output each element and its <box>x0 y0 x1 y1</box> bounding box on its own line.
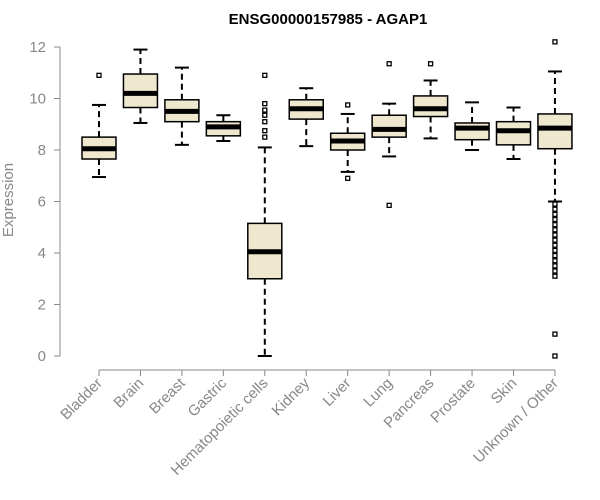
x-tick-label: Prostate <box>427 375 479 427</box>
y-tick-label: 8 <box>38 142 46 159</box>
x-tick-label: Brain <box>110 375 147 412</box>
box-group <box>329 102 366 181</box>
y-tick-label: 10 <box>29 91 46 108</box>
y-tick-label: 2 <box>38 297 46 314</box>
box-group <box>122 48 159 124</box>
box-group <box>164 66 200 146</box>
outlier-point <box>262 134 268 140</box>
outlier-point <box>552 216 558 223</box>
outlier-point <box>552 201 558 207</box>
outlier-point <box>552 39 558 45</box>
box-group <box>247 72 283 357</box>
box <box>122 73 159 109</box>
outlier-point <box>552 331 558 337</box>
outlier-point <box>552 268 558 274</box>
outlier-point <box>552 263 558 269</box>
box-group <box>412 61 449 140</box>
outlier-point <box>345 102 351 108</box>
outlier-point <box>552 258 558 264</box>
chart-title: ENSG00000157985 - AGAP1 <box>229 11 428 28</box>
outlier-point <box>552 353 558 359</box>
outlier-point <box>386 61 392 67</box>
x-tick-label: Lung <box>360 375 396 411</box>
outlier-point <box>552 211 558 218</box>
x-tick-label: Bladder <box>57 375 106 424</box>
y-axis: 0 2 4 6 8 10 12 <box>29 39 61 365</box>
outlier-point <box>262 72 268 78</box>
box <box>371 114 407 138</box>
x-tick-label: Liver <box>320 375 355 410</box>
y-tick-label: 12 <box>29 39 46 56</box>
y-tick-label: 6 <box>38 194 46 211</box>
box-group <box>288 87 324 148</box>
box-group <box>537 39 573 359</box>
x-tick-label: Breast <box>146 374 189 417</box>
outlier-point <box>262 128 268 134</box>
boxes-group <box>81 39 573 359</box>
y-tick-label: 4 <box>38 245 46 262</box>
box <box>537 113 573 150</box>
outlier-point <box>552 273 558 279</box>
outlier-point <box>262 101 268 107</box>
outlier-point <box>552 237 558 243</box>
box <box>495 120 532 146</box>
outlier-point <box>552 206 558 212</box>
outlier-point <box>552 252 558 259</box>
x-tick-label: Kidney <box>269 374 314 419</box>
box <box>412 95 449 118</box>
outlier-point <box>262 119 268 125</box>
box-group <box>495 106 532 161</box>
outlier-point <box>262 107 268 113</box>
outlier-point <box>345 175 351 181</box>
y-tick-label: 0 <box>38 348 46 365</box>
outlier-point <box>386 202 392 209</box>
box-group <box>81 72 117 179</box>
outlier-point <box>96 72 102 78</box>
box-group <box>454 101 490 151</box>
box-group <box>205 114 242 142</box>
outlier-point <box>552 242 558 248</box>
outlier-point <box>552 222 558 228</box>
outlier-point <box>552 232 558 238</box>
x-tick-label: Skin <box>488 375 521 408</box>
outlier-point <box>552 227 558 233</box>
box-group <box>371 61 407 209</box>
y-axis-label: Expression <box>0 163 17 237</box>
box <box>454 122 490 141</box>
outlier-point <box>262 112 268 118</box>
outlier-point <box>552 247 558 254</box>
outlier-point <box>427 61 434 67</box>
